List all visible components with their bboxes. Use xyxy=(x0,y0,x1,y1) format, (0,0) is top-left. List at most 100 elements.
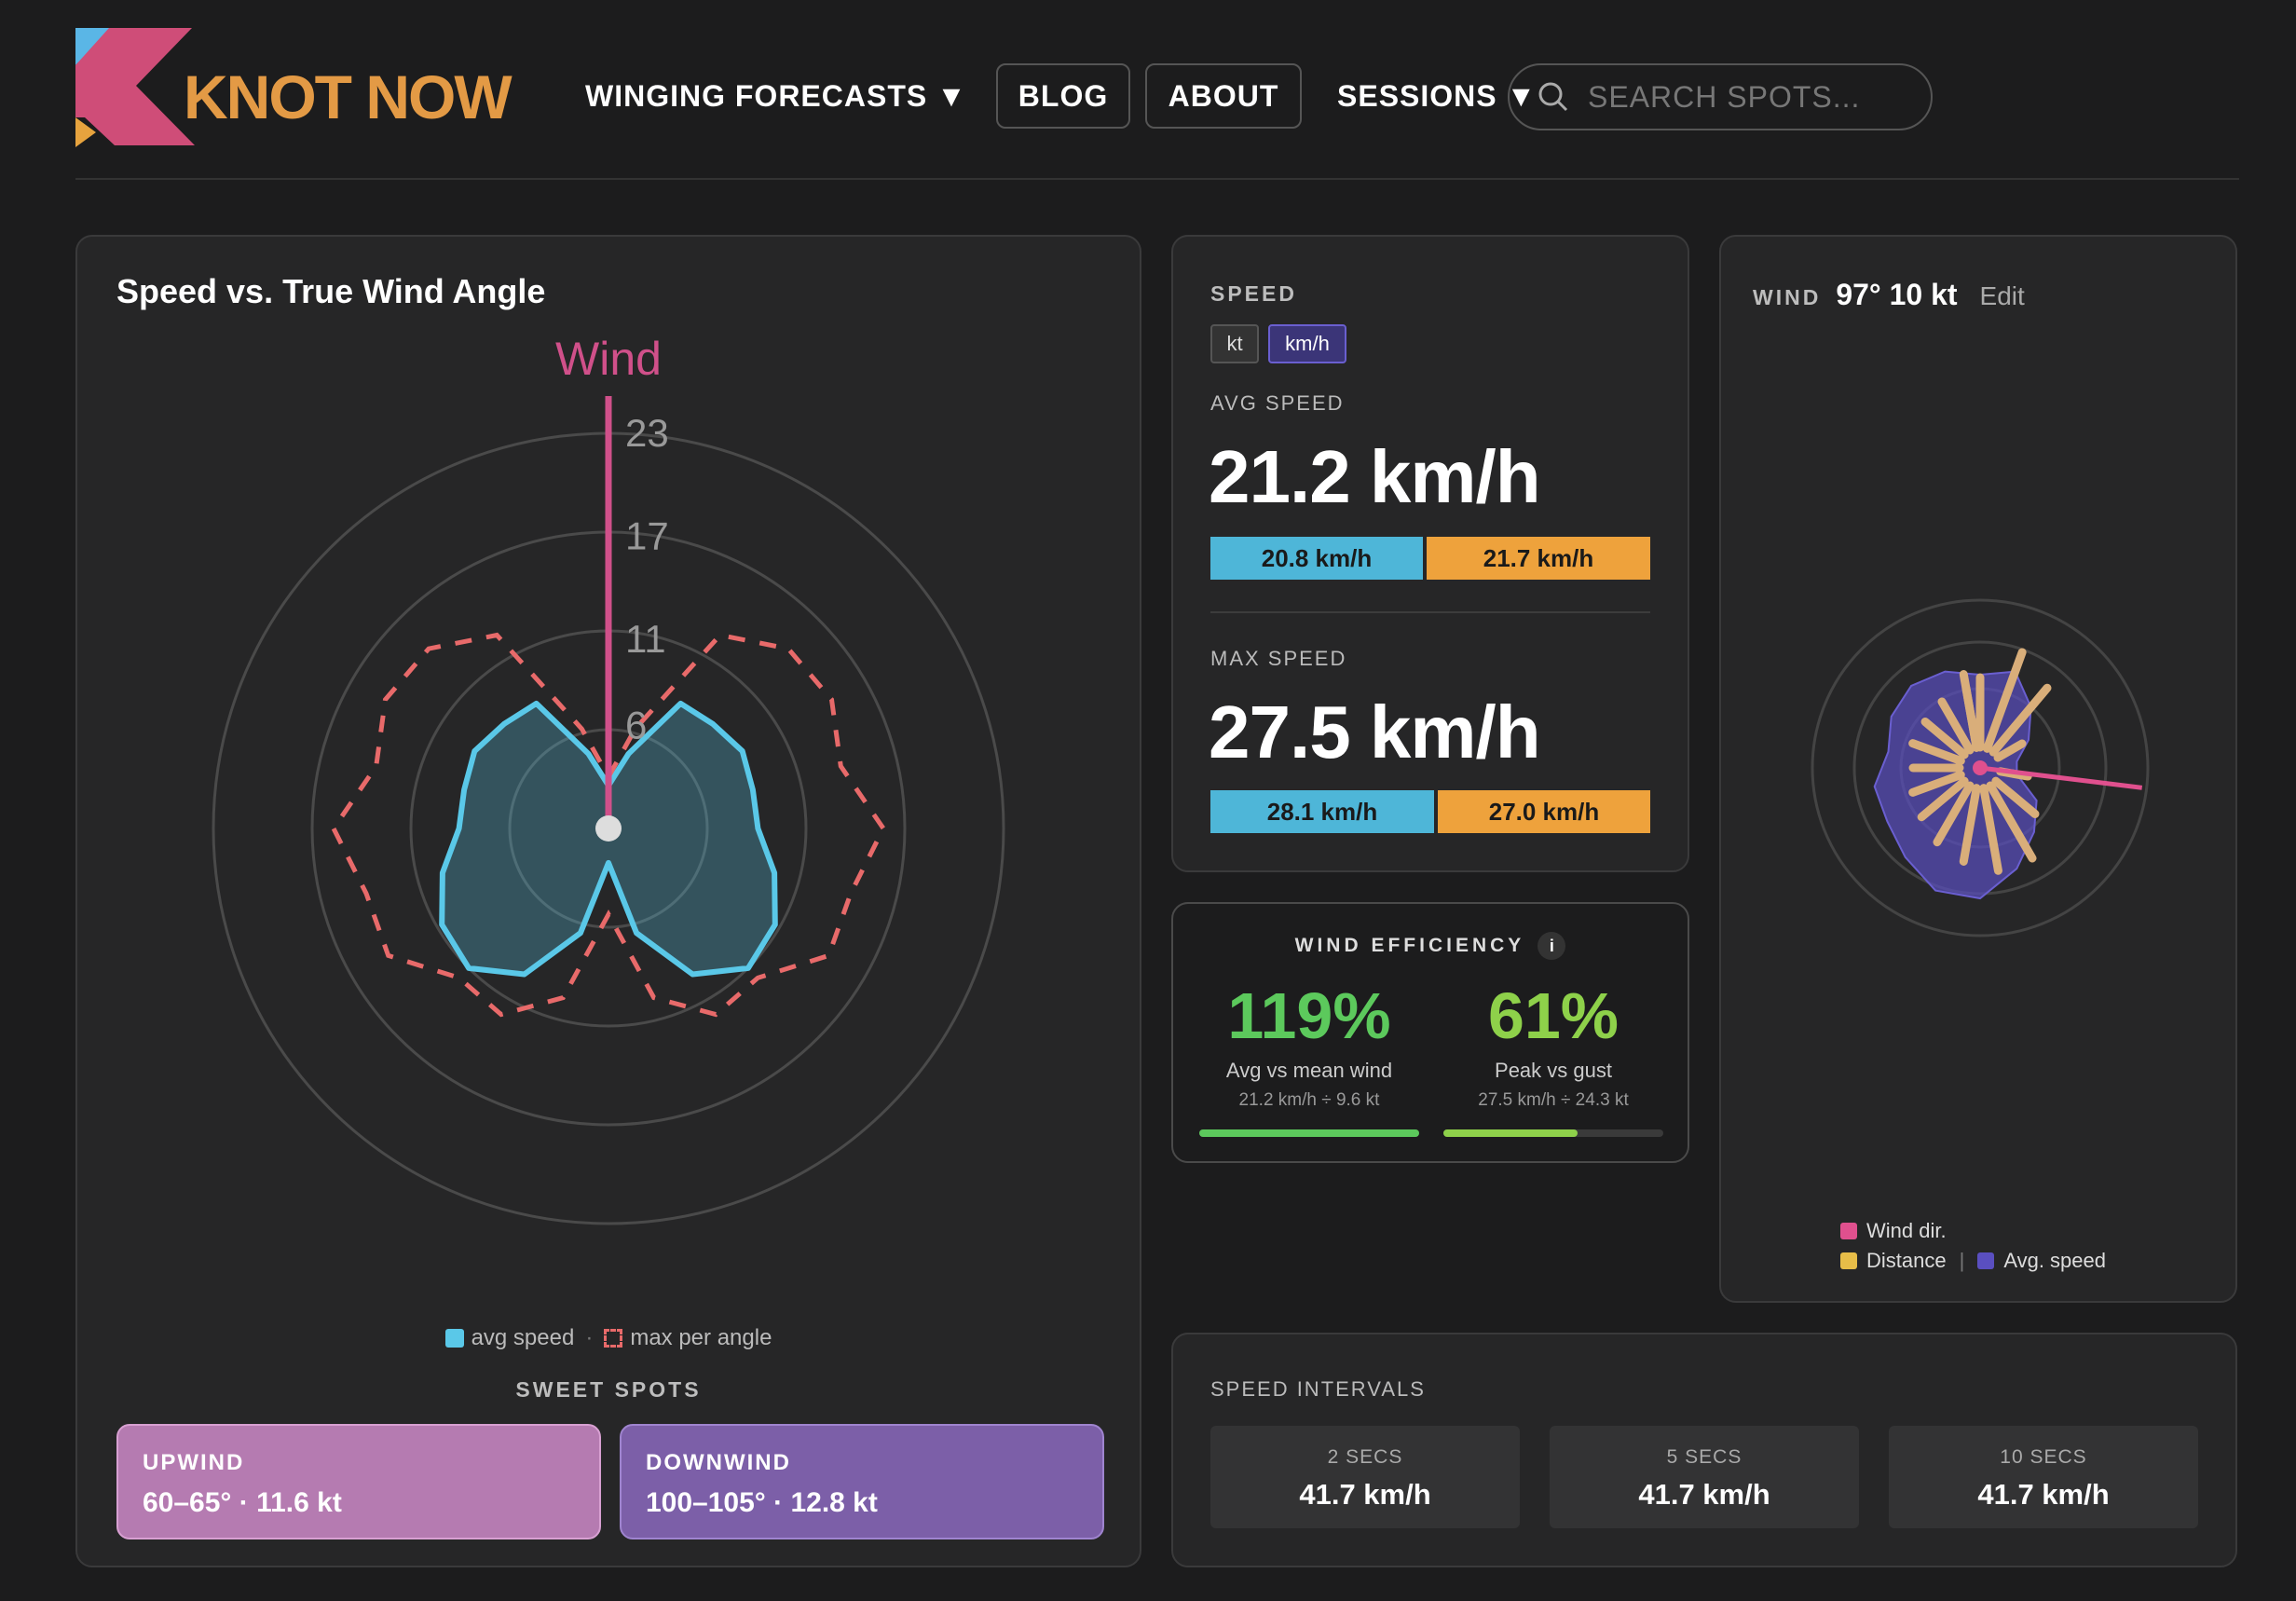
polar-center-dot xyxy=(595,815,622,842)
wind-rose xyxy=(1811,598,2150,937)
sweet-spots-title: SWEET SPOTS xyxy=(515,1377,702,1402)
avg-speed-pill-a: 20.8 km/h xyxy=(1210,537,1423,580)
wind-efficiency-card: WIND EFFICIENCY i 119% Avg vs mean wind … xyxy=(1171,902,1689,1163)
upwind-sweet-spot[interactable]: UPWIND 60–65° · 11.6 kt xyxy=(116,1424,601,1539)
avg-speed-value: 21.2 km/h xyxy=(1209,435,1541,518)
polar-title: Speed vs. True Wind Angle xyxy=(116,272,546,310)
upwind-value: 60–65° · 11.6 kt xyxy=(143,1487,342,1518)
legend-wind-dir-swatch xyxy=(1840,1223,1857,1239)
max-per-angle-series xyxy=(331,632,886,1018)
radial-tick-label: 23 xyxy=(625,411,669,455)
distance-spoke xyxy=(1988,683,2052,757)
distance-spoke xyxy=(1908,739,1965,765)
distance-spoke xyxy=(1983,648,2027,753)
efficiency-avg-calc: 21.2 km/h ÷ 9.6 kt xyxy=(1238,1090,1380,1110)
efficiency-avg-bar xyxy=(1199,1129,1419,1137)
distance-spoke xyxy=(1917,776,1969,822)
downwind-value: 100–105° · 12.8 kt xyxy=(646,1487,878,1518)
radial-tick-label: 17 xyxy=(625,514,669,558)
legend-distance: Distance xyxy=(1866,1249,1947,1272)
efficiency-avg: 119% Avg vs mean wind 21.2 km/h ÷ 9.6 kt xyxy=(1197,969,1421,1111)
efficiency-peak-pct: 61% xyxy=(1487,979,1620,1052)
legend-avg-swatch xyxy=(444,1329,464,1348)
nav-blog-button[interactable]: BLOG xyxy=(996,63,1130,129)
wind-direction-needle xyxy=(1979,765,2143,790)
distance-spoke xyxy=(1986,781,2037,863)
interval-value: 41.7 km/h xyxy=(1299,1478,1431,1511)
max-speed-value: 27.5 km/h xyxy=(1209,691,1541,773)
distance-spoke xyxy=(1937,697,1975,755)
efficiency-peak-track xyxy=(1443,1129,1663,1137)
search-placeholder: SEARCH SPOTS... xyxy=(1588,79,1861,114)
avg-speed-label: AVG SPEED xyxy=(1210,391,1345,415)
distance-spoke xyxy=(1959,784,1981,866)
efficiency-avg-label: Avg vs mean wind xyxy=(1225,1059,1393,1082)
efficiency-peak-bar xyxy=(1443,1129,1578,1137)
interval-label: 5 SECS xyxy=(1666,1446,1742,1468)
distance-spoke xyxy=(1993,739,2027,762)
interval-value: 41.7 km/h xyxy=(1977,1478,2110,1511)
polar-legend: avg speed · max per angle xyxy=(77,1325,1140,1351)
distance-spoke xyxy=(1920,718,1969,759)
speed-intervals-card: SPEED INTERVALS 2 SECS 41.7 km/h 5 SECS … xyxy=(1171,1333,2237,1567)
wind-center-dot xyxy=(1973,760,1988,775)
distance-spoke xyxy=(1979,784,2002,875)
polar-chart: 6 11 17 23 Wind xyxy=(212,333,1005,1225)
legend-max-label: max per angle xyxy=(630,1325,772,1350)
efficiency-title: WIND EFFICIENCY xyxy=(1294,935,1525,956)
info-icon[interactable]: i xyxy=(1538,932,1566,960)
avg-speed-pill-b: 21.7 km/h xyxy=(1427,537,1650,580)
logo[interactable]: KNOT NOW xyxy=(75,28,541,149)
wind-card: WIND 97° 10 kt Edit Wind dir. Distance |… xyxy=(1719,235,2237,1303)
speed-title: SPEED xyxy=(1210,281,1297,306)
efficiency-peak: 61% Peak vs gust 27.5 km/h ÷ 24.3 kt xyxy=(1442,969,1665,1111)
legend-wind-dir: Wind dir. xyxy=(1866,1219,1947,1242)
efficiency-peak-calc: 27.5 km/h ÷ 24.3 kt xyxy=(1478,1090,1629,1110)
downwind-sweet-spot[interactable]: DOWNWIND 100–105° · 12.8 kt xyxy=(620,1424,1104,1539)
interval-label: 2 SECS xyxy=(1327,1446,1403,1468)
radial-tick-label: 11 xyxy=(625,617,666,661)
polar-card: Speed vs. True Wind Angle 6 11 17 23 Wind av… xyxy=(75,235,1141,1567)
upwind-label: UPWIND xyxy=(143,1450,245,1475)
search-icon xyxy=(1538,82,1568,112)
max-speed-pill-b: 27.0 km/h xyxy=(1438,790,1650,833)
max-speed-pill-a: 28.1 km/h xyxy=(1210,790,1434,833)
interval-2s: 2 SECS 41.7 km/h xyxy=(1210,1426,1520,1528)
interval-5s: 5 SECS 41.7 km/h xyxy=(1550,1426,1859,1528)
legend-avg-speed: Avg. speed xyxy=(2003,1249,2106,1272)
distance-spoke xyxy=(1991,776,2040,818)
nav-winging-forecasts[interactable]: WINGING FORECASTS ▼ xyxy=(585,78,967,113)
legend-avg-speed-swatch xyxy=(1977,1252,1995,1269)
brand-name: KNOT NOW xyxy=(184,62,512,131)
wind-label: Wind xyxy=(555,333,662,385)
radial-tick-label: 6 xyxy=(625,703,647,746)
nav-about-button[interactable]: ABOUT xyxy=(1145,63,1302,129)
downwind-label: DOWNWIND xyxy=(646,1450,791,1475)
search-input[interactable]: SEARCH SPOTS... xyxy=(1508,63,1933,130)
speed-divider xyxy=(1210,611,1650,613)
nav-sessions[interactable]: SESSIONS ▼ xyxy=(1337,78,1538,113)
distance-spoke xyxy=(1908,771,1965,797)
legend-avg-label: avg speed xyxy=(471,1325,575,1350)
site-header: KNOT NOW WINGING FORECASTS ▼ BLOG ABOUT … xyxy=(75,0,2239,180)
intervals-title: SPEED INTERVALS xyxy=(1210,1377,1426,1401)
legend-max-swatch xyxy=(604,1329,623,1348)
wind-value: 97° 10 kt xyxy=(1836,278,1958,311)
wind-ring xyxy=(1811,598,2150,937)
wind-edit-link[interactable]: Edit xyxy=(1979,281,2025,310)
unit-kt-toggle[interactable]: kt xyxy=(1210,324,1259,363)
interval-value: 41.7 km/h xyxy=(1638,1478,1770,1511)
max-speed-label: MAX SPEED xyxy=(1210,647,1347,670)
efficiency-avg-track xyxy=(1199,1129,1419,1137)
unit-kmh-toggle[interactable]: km/h xyxy=(1268,324,1346,363)
speed-card: SPEED kt km/h AVG SPEED 21.2 km/h 20.8 k… xyxy=(1171,235,1689,872)
distance-spoke xyxy=(1961,683,1981,752)
legend-separator: | xyxy=(1959,1249,1965,1272)
efficiency-peak-label: Peak vs gust xyxy=(1495,1059,1612,1082)
distance-spoke xyxy=(1933,781,1975,847)
interval-10s: 10 SECS 41.7 km/h xyxy=(1889,1426,2198,1528)
efficiency-avg-pct: 119% xyxy=(1227,979,1391,1052)
logo-k-icon xyxy=(75,28,195,147)
wind-label: WIND xyxy=(1753,285,1822,309)
interval-label: 10 SECS xyxy=(2000,1446,2087,1468)
